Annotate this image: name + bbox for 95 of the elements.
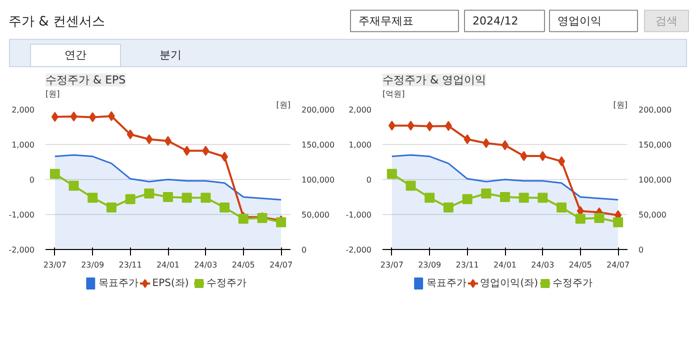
point [613, 217, 624, 228]
y-tick-label: 1,000 [12, 140, 35, 150]
y2-tick-label: 200,000 [302, 106, 335, 114]
legend-label: 수정주가 [552, 278, 592, 289]
y-tick-label: 0 [29, 176, 35, 184]
point [481, 188, 492, 198]
point [482, 138, 490, 148]
point [182, 192, 192, 203]
y2-tick-label: 150,000 [302, 140, 335, 150]
y2-tick-label: 50,000 [638, 210, 666, 220]
point [163, 192, 173, 202]
x-tick-label: 24/05 [232, 260, 255, 270]
point [200, 192, 211, 203]
y-axis-title: [원] [46, 90, 60, 98]
legend-label: 영업이익(좌) [480, 278, 538, 289]
legend-label: 수정주가 [206, 278, 246, 289]
point [51, 112, 58, 122]
point [407, 120, 414, 131]
point [89, 112, 96, 122]
x-tick-label: 24/07 [270, 260, 293, 270]
y-tick-label: -1,000 [8, 210, 35, 220]
y2-tick-label: 0 [638, 246, 644, 254]
point [464, 134, 471, 144]
point [558, 156, 566, 166]
y-axis-title: [억원] [382, 90, 405, 98]
x-tick-label: 24/01 [493, 260, 517, 270]
y-tick-label: 0 [366, 176, 372, 184]
y-tick-label: 2,000 [348, 106, 372, 114]
point [462, 194, 472, 204]
y-tick-label: -2,000 [346, 246, 372, 254]
point [444, 120, 452, 131]
y2-axis-title: [원] [613, 100, 628, 110]
y-tick-label: 2,000 [12, 106, 35, 114]
point [88, 192, 98, 203]
text: 검색 [656, 14, 678, 28]
legend-label: 목표주가 [426, 278, 467, 289]
text: 주가 & 컨센서스 [8, 14, 105, 30]
point [106, 202, 116, 212]
x-tick-label: 24/03 [531, 260, 554, 270]
y-tick-label: -2,000 [8, 246, 35, 254]
chart-title: 수정주가 & 영업이익 [382, 74, 486, 86]
point [68, 180, 79, 191]
point [594, 213, 604, 223]
point [126, 129, 134, 140]
x-tick-label: 23/11 [118, 260, 142, 270]
point [386, 168, 397, 179]
point [146, 134, 153, 144]
x-tick-label: 23/07 [43, 260, 66, 270]
point [500, 192, 510, 202]
point [108, 111, 115, 122]
text: 연간 [64, 48, 86, 62]
text: 2024/12 [472, 14, 518, 28]
point [183, 146, 190, 156]
y2-axis-title: [원] [276, 100, 291, 110]
point [50, 168, 60, 179]
point [539, 151, 546, 162]
point [424, 192, 435, 203]
x-tick-label: 23/07 [380, 260, 404, 270]
legend-label: 목표주가 [98, 278, 139, 289]
x-tick-label: 23/09 [81, 260, 104, 270]
point [220, 202, 230, 212]
x-tick-label: 24/01 [156, 260, 180, 270]
y2-tick-label: 150,000 [638, 140, 672, 150]
x-tick-label: 24/05 [568, 260, 592, 270]
y2-tick-label: 100,000 [638, 176, 672, 184]
point [202, 146, 210, 156]
point [221, 152, 228, 162]
point [406, 180, 416, 191]
point [125, 194, 136, 204]
y2-tick-label: 0 [302, 246, 307, 254]
point [144, 188, 154, 198]
y-tick-label: -1,000 [346, 210, 372, 220]
text: 주재무제표 [358, 14, 414, 28]
point [518, 192, 529, 203]
point [164, 136, 172, 146]
x-tick-label: 23/09 [418, 260, 442, 270]
point [70, 112, 78, 122]
text: 영업이익 [558, 14, 602, 28]
point [575, 214, 586, 224]
point [443, 202, 454, 212]
y2-tick-label: 50,000 [302, 210, 330, 220]
y-tick-label: 1,000 [348, 140, 372, 150]
point [426, 121, 434, 132]
legend-label: EPS(좌) [152, 278, 189, 289]
text: 분기 [160, 48, 182, 62]
y2-tick-label: 100,000 [302, 176, 335, 184]
point [538, 192, 548, 203]
x-tick-label: 23/11 [456, 260, 479, 270]
x-tick-label: 24/07 [606, 260, 630, 270]
point [556, 202, 567, 212]
chart-title: 수정주가 & EPS [46, 74, 126, 86]
y2-tick-label: 200,000 [638, 106, 672, 114]
point [388, 120, 396, 131]
x-tick-label: 24/03 [194, 260, 218, 270]
point [520, 151, 528, 162]
